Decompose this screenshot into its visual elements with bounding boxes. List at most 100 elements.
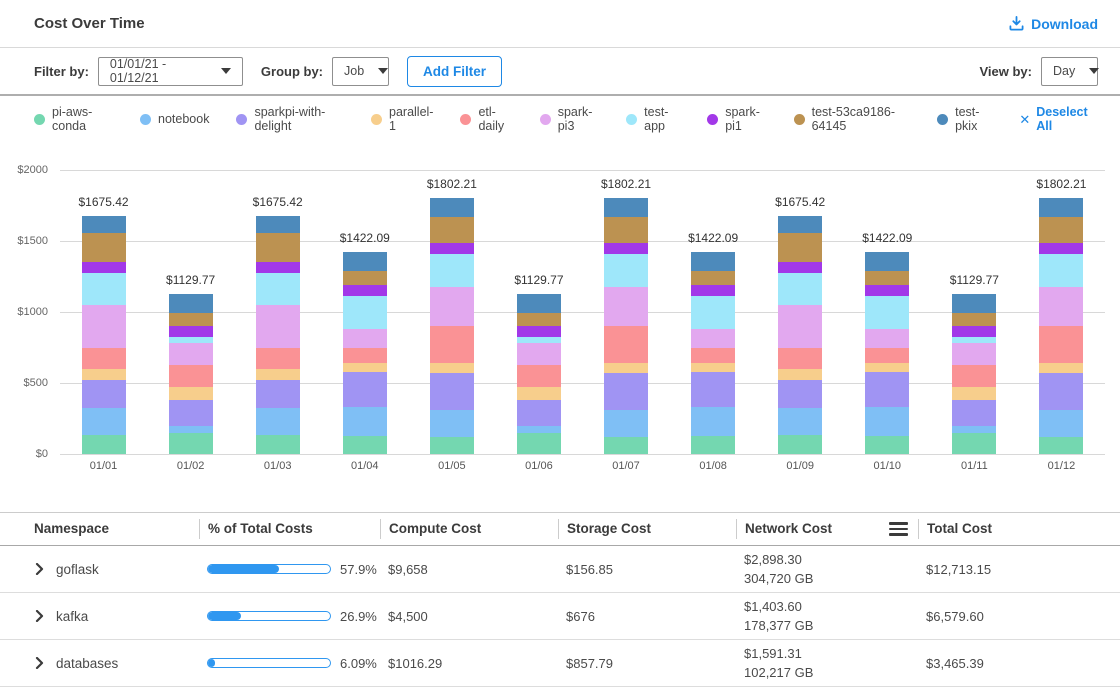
expand-chevron-icon[interactable]	[34, 657, 45, 669]
bar-segment-pi-aws-conda[interactable]	[952, 433, 996, 454]
expand-chevron-icon[interactable]	[34, 610, 45, 622]
bar-segment-notebook[interactable]	[82, 408, 126, 436]
bar-segment-sparkpi-with-delight[interactable]	[82, 380, 126, 407]
bar-segment-test-53ca9186-64145[interactable]	[343, 271, 387, 285]
date-range-dropdown[interactable]: 01/01/21 - 01/12/21	[98, 57, 243, 86]
bar-segment-test-pkix[interactable]	[691, 252, 735, 271]
bar-segment-test-53ca9186-64145[interactable]	[256, 233, 300, 263]
bar-segment-test-53ca9186-64145[interactable]	[865, 271, 909, 285]
bar-segment-test-pkix[interactable]	[430, 198, 474, 216]
bar-segment-notebook[interactable]	[169, 426, 213, 433]
bar-segment-test-pkix[interactable]	[604, 198, 648, 216]
stacked-bar[interactable]	[256, 216, 300, 454]
bar-segment-test-app[interactable]	[778, 273, 822, 306]
stacked-bar[interactable]	[343, 252, 387, 454]
bar-segment-spark-pi1[interactable]	[691, 285, 735, 296]
bar-segment-spark-pi3[interactable]	[343, 329, 387, 348]
bar-segment-spark-pi3[interactable]	[517, 343, 561, 365]
bar-segment-etl-daily[interactable]	[1039, 326, 1083, 364]
bar-segment-etl-daily[interactable]	[256, 348, 300, 369]
bar-segment-pi-aws-conda[interactable]	[865, 436, 909, 454]
bar-segment-notebook[interactable]	[691, 407, 735, 436]
bar-segment-etl-daily[interactable]	[865, 348, 909, 362]
bar-segment-test-53ca9186-64145[interactable]	[691, 271, 735, 285]
bar-segment-pi-aws-conda[interactable]	[1039, 437, 1083, 454]
bar-segment-parallel-1[interactable]	[865, 363, 909, 373]
bar-segment-sparkpi-with-delight[interactable]	[517, 400, 561, 426]
bar-segment-test-53ca9186-64145[interactable]	[952, 313, 996, 326]
bar-segment-etl-daily[interactable]	[952, 365, 996, 387]
bar-segment-etl-daily[interactable]	[430, 326, 474, 364]
bar-segment-spark-pi3[interactable]	[691, 329, 735, 348]
bar-segment-pi-aws-conda[interactable]	[691, 436, 735, 454]
col-header-network[interactable]: Network Cost	[736, 519, 918, 539]
bar-segment-etl-daily[interactable]	[517, 365, 561, 387]
legend-item[interactable]: spark-pi1	[707, 105, 766, 133]
stacked-bar[interactable]	[517, 294, 561, 454]
bar-segment-sparkpi-with-delight[interactable]	[604, 373, 648, 410]
bar-segment-etl-daily[interactable]	[604, 326, 648, 364]
bar-segment-pi-aws-conda[interactable]	[778, 435, 822, 454]
bar-segment-test-pkix[interactable]	[952, 294, 996, 314]
col-header-total[interactable]: Total Cost	[918, 519, 1120, 539]
bar-segment-spark-pi1[interactable]	[256, 262, 300, 272]
legend-item[interactable]: pi-aws-conda	[34, 105, 113, 133]
col-header-compute[interactable]: Compute Cost	[380, 519, 558, 539]
bar-segment-spark-pi3[interactable]	[1039, 287, 1083, 326]
bar-segment-test-53ca9186-64145[interactable]	[82, 233, 126, 263]
bar-segment-test-app[interactable]	[82, 273, 126, 306]
bar-segment-spark-pi3[interactable]	[430, 287, 474, 326]
bar-segment-pi-aws-conda[interactable]	[604, 437, 648, 454]
bar-segment-parallel-1[interactable]	[691, 363, 735, 373]
bar-segment-spark-pi3[interactable]	[256, 305, 300, 348]
bar-segment-notebook[interactable]	[343, 407, 387, 436]
bar-segment-pi-aws-conda[interactable]	[343, 436, 387, 454]
bar-segment-test-app[interactable]	[430, 254, 474, 286]
bar-segment-test-pkix[interactable]	[82, 216, 126, 233]
legend-item[interactable]: notebook	[140, 112, 209, 126]
stacked-bar[interactable]	[604, 198, 648, 454]
stacked-bar[interactable]	[82, 216, 126, 454]
legend-item[interactable]: sparkpi-with-delight	[236, 105, 344, 133]
bar-segment-spark-pi1[interactable]	[865, 285, 909, 296]
bar-segment-sparkpi-with-delight[interactable]	[430, 373, 474, 410]
bar-segment-spark-pi1[interactable]	[343, 285, 387, 296]
expand-chevron-icon[interactable]	[34, 563, 45, 575]
stacked-bar[interactable]	[169, 294, 213, 454]
bar-segment-test-53ca9186-64145[interactable]	[778, 233, 822, 263]
bar-segment-test-app[interactable]	[691, 296, 735, 329]
bar-segment-test-53ca9186-64145[interactable]	[169, 313, 213, 326]
bar-segment-spark-pi3[interactable]	[865, 329, 909, 348]
bar-segment-test-pkix[interactable]	[343, 252, 387, 271]
bar-segment-etl-daily[interactable]	[82, 348, 126, 369]
bar-segment-test-pkix[interactable]	[256, 216, 300, 233]
legend-item[interactable]: etl-daily	[460, 105, 512, 133]
bar-segment-sparkpi-with-delight[interactable]	[865, 372, 909, 407]
column-menu-icon[interactable]	[889, 522, 908, 536]
stacked-bar[interactable]	[865, 252, 909, 454]
bar-segment-notebook[interactable]	[604, 410, 648, 437]
legend-item[interactable]: test-53ca9186-64145	[794, 105, 911, 133]
bar-segment-spark-pi1[interactable]	[604, 243, 648, 254]
group-by-dropdown[interactable]: Job	[332, 57, 389, 86]
bar-segment-spark-pi1[interactable]	[952, 326, 996, 337]
add-filter-button[interactable]: Add Filter	[407, 56, 502, 87]
bar-segment-test-53ca9186-64145[interactable]	[1039, 217, 1083, 244]
col-header-percent[interactable]: % of Total Costs	[199, 519, 380, 539]
bar-segment-spark-pi3[interactable]	[604, 287, 648, 326]
stacked-bar[interactable]	[430, 198, 474, 454]
stacked-bar[interactable]	[778, 216, 822, 454]
bar-segment-etl-daily[interactable]	[691, 348, 735, 362]
bar-segment-test-53ca9186-64145[interactable]	[604, 217, 648, 244]
bar-segment-parallel-1[interactable]	[82, 369, 126, 381]
legend-item[interactable]: test-pkix	[937, 105, 992, 133]
bar-segment-spark-pi3[interactable]	[778, 305, 822, 348]
bar-segment-test-app[interactable]	[604, 254, 648, 286]
bar-segment-spark-pi3[interactable]	[169, 343, 213, 365]
bar-segment-notebook[interactable]	[865, 407, 909, 436]
bar-segment-test-pkix[interactable]	[1039, 198, 1083, 216]
bar-segment-spark-pi1[interactable]	[1039, 243, 1083, 254]
bar-segment-pi-aws-conda[interactable]	[517, 433, 561, 454]
bar-segment-parallel-1[interactable]	[256, 369, 300, 381]
bar-segment-etl-daily[interactable]	[169, 365, 213, 387]
